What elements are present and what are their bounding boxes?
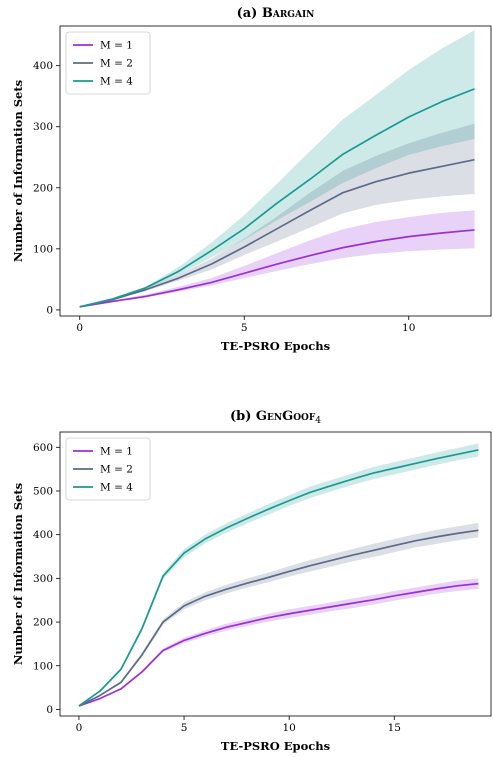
title-subscript: 4 bbox=[315, 416, 321, 426]
y-tick-label: 100 bbox=[33, 243, 53, 255]
title-main: GenGoof bbox=[256, 409, 316, 424]
chart-title: (b) GenGoof4 bbox=[230, 409, 321, 426]
plot-frame bbox=[59, 25, 492, 317]
x-tick-label: 10 bbox=[402, 322, 415, 334]
chart-2: (b) GenGoof4 0 5 10 15 0 100 200 300 400 500 600 TE-… bbox=[11, 409, 492, 753]
y-axis-label: Number of Information Sets bbox=[11, 80, 25, 262]
y-tick-label: 0 bbox=[46, 304, 53, 316]
y-tick-label: 300 bbox=[33, 121, 53, 133]
series-line-2 bbox=[79, 158, 475, 308]
series-line-3 bbox=[79, 88, 475, 308]
series-band-2 bbox=[79, 123, 475, 307]
x-tick-label: 10 bbox=[282, 722, 295, 734]
legend-label: M = 4 bbox=[100, 482, 133, 494]
x-tick-label: 0 bbox=[76, 722, 83, 734]
x-tick-label: 0 bbox=[76, 322, 83, 334]
series-line-1 bbox=[79, 229, 475, 308]
series-band-1 bbox=[78, 578, 479, 706]
y-tick-label: 100 bbox=[33, 660, 53, 672]
series-band-2 bbox=[78, 522, 479, 706]
legend-box bbox=[65, 31, 151, 95]
series-band-1 bbox=[79, 210, 475, 307]
y-tick-label: 500 bbox=[33, 485, 53, 497]
y-tick-label: 200 bbox=[33, 182, 53, 194]
y-tick-label: 400 bbox=[33, 529, 53, 541]
y-tick-label: 600 bbox=[33, 442, 53, 454]
y-tick-label: 200 bbox=[33, 617, 53, 629]
y-tick-label: 400 bbox=[33, 60, 53, 72]
series-line-3 bbox=[78, 449, 479, 707]
legend-label: M = 1 bbox=[100, 446, 133, 458]
legend: M = 1 M = 2 M = 4 bbox=[65, 31, 151, 95]
x-axis-label: TE-PSRO Epochs bbox=[221, 339, 330, 353]
title-prefix: (b) bbox=[230, 409, 256, 424]
y-tick-label: 0 bbox=[46, 704, 53, 716]
series-band-3 bbox=[79, 30, 475, 307]
y-tick-label: 300 bbox=[33, 573, 53, 585]
x-tick-label: 5 bbox=[181, 722, 188, 734]
y-axis-label: Number of Information Sets bbox=[11, 483, 25, 665]
legend-box bbox=[65, 437, 151, 501]
title-prefix: (a) bbox=[237, 6, 262, 21]
title-main: Bargain bbox=[262, 6, 315, 21]
x-tick-label: 15 bbox=[388, 722, 401, 734]
series-line-1 bbox=[78, 582, 479, 707]
legend: M = 1 M = 2 M = 4 bbox=[65, 437, 151, 501]
chart-title: (a) Bargain bbox=[237, 6, 315, 21]
x-tick-label: 5 bbox=[241, 322, 248, 334]
legend-label: M = 1 bbox=[100, 40, 133, 52]
series-line-2 bbox=[78, 529, 479, 707]
legend-label: M = 2 bbox=[100, 58, 133, 70]
legend-label: M = 4 bbox=[100, 76, 133, 88]
plot-frame bbox=[59, 431, 492, 717]
x-axis-label: TE-PSRO Epochs bbox=[221, 739, 330, 753]
legend-label: M = 2 bbox=[100, 464, 133, 476]
